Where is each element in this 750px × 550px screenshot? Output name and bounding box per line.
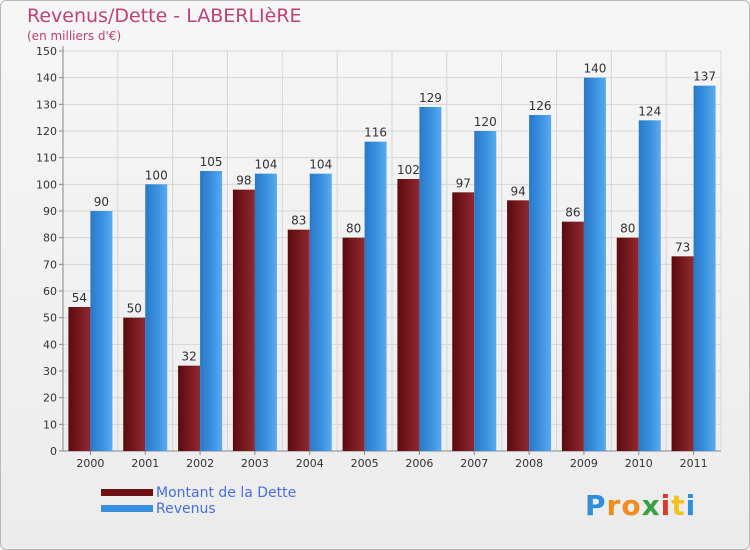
- bar-dette: [232, 189, 255, 451]
- bar-revenus: [419, 107, 442, 451]
- y-tick-label: 90: [43, 205, 57, 218]
- x-tick-label: 2000: [76, 457, 104, 470]
- x-tick-label: 2006: [405, 457, 433, 470]
- data-label-revenus: 120: [474, 115, 497, 129]
- data-label-revenus: 100: [145, 168, 168, 182]
- data-label-dette: 102: [397, 163, 420, 177]
- bar-dette: [561, 221, 584, 451]
- data-label-dette: 50: [127, 302, 142, 316]
- y-tick-label: 40: [43, 338, 57, 351]
- x-tick-label: 2005: [351, 457, 379, 470]
- data-label-revenus: 104: [309, 158, 332, 172]
- bar-revenus: [364, 141, 387, 451]
- logo-letter: o: [621, 489, 642, 522]
- logo-letter: x: [641, 489, 661, 522]
- y-tick-label: 0: [50, 445, 57, 458]
- data-label-dette: 80: [346, 222, 361, 236]
- bar-dette: [671, 256, 694, 451]
- bar-revenus: [693, 85, 716, 452]
- x-tick-label: 2008: [515, 457, 543, 470]
- bar-revenus: [529, 115, 552, 451]
- y-tick-label: 130: [36, 98, 57, 111]
- data-label-dette: 86: [565, 206, 580, 220]
- data-label-revenus: 129: [419, 91, 442, 105]
- data-label-dette: 73: [675, 240, 690, 254]
- bar-dette: [68, 307, 91, 451]
- data-label-dette: 32: [181, 350, 196, 364]
- data-label-dette: 94: [510, 184, 525, 198]
- bar-dette: [178, 365, 201, 451]
- y-tick-label: 140: [36, 72, 57, 85]
- y-tick-label: 70: [43, 258, 57, 271]
- data-label-dette: 83: [291, 214, 306, 228]
- chart-title: Revenus/Dette - LABERLIèRE: [27, 5, 302, 27]
- data-label-revenus: 137: [693, 70, 716, 84]
- y-tick-label: 60: [43, 285, 57, 298]
- data-label-revenus: 126: [529, 99, 552, 113]
- logo-letter: t: [671, 489, 686, 522]
- bar-dette: [397, 179, 420, 451]
- data-label-revenus: 90: [94, 195, 109, 209]
- logo-letter: r: [606, 489, 622, 522]
- data-label-dette: 80: [620, 222, 635, 236]
- data-label-dette: 98: [236, 174, 251, 188]
- y-tick-label: 120: [36, 125, 57, 138]
- bar-revenus: [583, 77, 606, 452]
- data-label-revenus: 105: [200, 155, 223, 169]
- x-tick-label: 2001: [131, 457, 159, 470]
- bar-dette: [123, 317, 146, 451]
- logo-letter: P: [585, 489, 607, 522]
- y-tick-label: 110: [36, 152, 57, 165]
- data-label-dette: 97: [456, 176, 471, 190]
- x-tick-label: 2011: [680, 457, 708, 470]
- x-tick-label: 2003: [241, 457, 269, 470]
- bar-revenus: [200, 171, 223, 451]
- legend-label-revenus: Revenus: [156, 501, 216, 517]
- bar-revenus: [474, 131, 497, 451]
- legend-label-dette: Montant de la Dette: [156, 485, 297, 501]
- y-tick-label: 30: [43, 365, 57, 378]
- bar-revenus: [309, 173, 332, 451]
- logo-letter: i: [660, 489, 672, 522]
- bar-dette: [616, 237, 639, 451]
- bar-dette: [452, 192, 475, 452]
- bar-revenus: [145, 184, 168, 452]
- bar-revenus: [254, 173, 277, 451]
- legend-swatch-revenus: [101, 505, 153, 512]
- x-tick-label: 2004: [296, 457, 324, 470]
- logo-letter: i: [685, 489, 697, 522]
- bar-dette: [342, 237, 365, 451]
- y-tick-label: 50: [43, 312, 57, 325]
- y-tick-label: 20: [43, 392, 57, 405]
- x-tick-label: 2009: [570, 457, 598, 470]
- legend-swatch-dette: [101, 489, 153, 496]
- x-tick-label: 2010: [625, 457, 653, 470]
- bar-dette: [507, 200, 530, 451]
- y-tick-label: 10: [43, 418, 57, 431]
- data-label-revenus: 140: [583, 62, 606, 76]
- data-label-revenus: 104: [254, 158, 277, 172]
- bar-dette: [287, 229, 310, 451]
- data-label-revenus: 124: [638, 104, 661, 118]
- data-label-revenus: 116: [364, 126, 387, 140]
- bar-revenus: [638, 120, 661, 451]
- x-tick-label: 2002: [186, 457, 214, 470]
- x-tick-label: 2007: [460, 457, 488, 470]
- bar-revenus: [90, 211, 113, 451]
- y-tick-label: 100: [36, 178, 57, 191]
- data-label-dette: 54: [72, 291, 87, 305]
- proxiti-logo: Proxiti: [585, 489, 696, 522]
- chart-subtitle: (en milliers d'€): [27, 29, 122, 43]
- y-tick-label: 80: [43, 232, 57, 245]
- y-tick-label: 150: [36, 45, 57, 58]
